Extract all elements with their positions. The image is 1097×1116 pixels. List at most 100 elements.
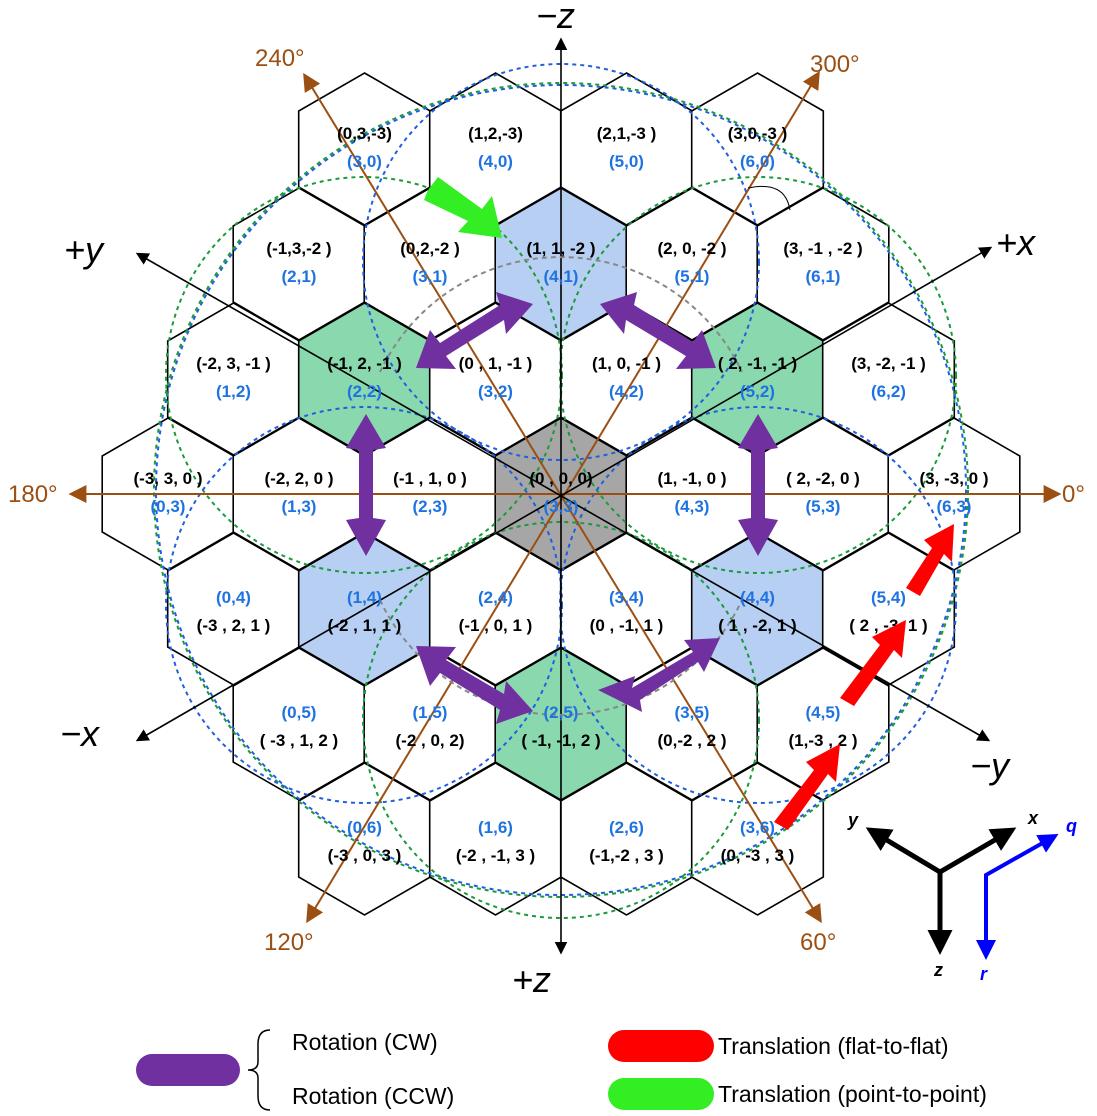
rotation-arrow-bottom-right <box>598 638 720 712</box>
hex-cube-coord: (3, -1 , -2 ) <box>783 239 862 258</box>
pos-y-label: +y <box>64 229 105 270</box>
hex-offset-coord: (1,6) <box>478 818 513 837</box>
hex-cube-coord: (-2, 2, 0 ) <box>265 469 334 488</box>
hex-cube-coord: (-1,-2 , 3 ) <box>589 846 664 865</box>
key-y-axis <box>865 827 942 875</box>
hex-cube-coord: (3,0,-3 ) <box>728 124 788 143</box>
hex-cube-coord: (1,-3 , 2 ) <box>789 731 858 750</box>
rotation-arrow-left <box>346 414 386 556</box>
hex-cube-coord: (1, 0, -1 ) <box>592 354 661 373</box>
rotation-arrows <box>346 292 778 724</box>
inner-rotation-arc <box>379 256 743 716</box>
y-axis <box>135 252 991 742</box>
hex-offset-coord: (6,3) <box>937 497 972 516</box>
hex-offset-coord: (3,3) <box>544 497 579 516</box>
hex-offset-coord: (1,5) <box>413 703 448 722</box>
hex-offset-coord: (2,1) <box>282 267 317 286</box>
hex-cube-coord: ( 2, -1, -1 ) <box>718 354 797 373</box>
hex-offset-coord: (2,5) <box>544 703 579 722</box>
hex-offset-coord: (3,6) <box>740 818 775 837</box>
key-y-label: y <box>847 810 859 830</box>
hex-offset-coord: (5,4) <box>871 588 906 607</box>
hex-offset-coord: (1,2) <box>216 382 251 401</box>
rotation-arrow-top-left <box>416 292 533 369</box>
neg-y-label: −y <box>970 745 1011 786</box>
hex-cube-coord: (0,2,-2 ) <box>400 239 460 258</box>
hex-cube-coord: ( 1 , -2, 1 ) <box>718 616 796 635</box>
angle-120-label: 120° <box>264 929 314 956</box>
angle-240-label: 240° <box>255 45 305 72</box>
hex-offset-coord: (4,1) <box>544 267 579 286</box>
hex-offset-coord: (5,1) <box>675 267 710 286</box>
key-x-label: x <box>1027 808 1039 828</box>
rotation-arrow-right <box>738 414 778 556</box>
legend-rotation-brace <box>247 1029 271 1111</box>
hex-offset-coord: (5,2) <box>740 382 775 401</box>
hex-offset-coord: (2,2) <box>347 382 382 401</box>
hex-offset-coord: (3,2) <box>478 382 513 401</box>
hex-cube-coord: ( 2, -2, 0 ) <box>786 469 860 488</box>
hex-cube-coord: (-1,3,-2 ) <box>266 239 331 258</box>
hex-cube-coord: (0,-2 , 2 ) <box>658 731 727 750</box>
key-x-axis <box>938 827 1017 875</box>
neg-z-label: −z <box>536 0 575 36</box>
hex-offset-coord: (1,4) <box>347 588 382 607</box>
hex-cube-coord: (0 , 0, 0) <box>529 469 592 488</box>
legend-flat-swatch <box>608 1030 714 1062</box>
translation-arrows <box>424 177 954 830</box>
hex-cube-coord: (0 , -1, 1 ) <box>590 616 664 635</box>
neg-x-label: −x <box>60 713 101 754</box>
hex-offset-coord: (5,0) <box>609 152 644 171</box>
hex-offset-coord: (3,4) <box>609 588 644 607</box>
hex-offset-coord: (0,4) <box>216 588 251 607</box>
legend-translation-point: Translation (point-to-point) <box>718 1081 987 1107</box>
hex-offset-coord: (2,4) <box>478 588 513 607</box>
hex-cube-coord: (-1, 2, -1 ) <box>327 354 402 373</box>
legend-rotation-swatch <box>136 1054 240 1086</box>
angle-300-label: 300° <box>810 51 860 78</box>
hex-cube-coord: (-3 , 0, 3 ) <box>328 846 402 865</box>
hex-cube-coord: (-2, 3, -1 ) <box>196 354 271 373</box>
hex-cube-coord: ( 2 , -3, 1 ) <box>849 616 927 635</box>
cube-axes <box>135 37 993 955</box>
hex-offset-coord: (3,1) <box>413 267 448 286</box>
hex-offset-coord: (4,0) <box>478 152 513 171</box>
hex-cube-coord: (0,3,-3) <box>337 124 392 143</box>
hex-cube-coord: (-2 , 0, 2) <box>396 731 465 750</box>
rotation-arrow-top-right <box>600 292 716 369</box>
translation-point-arrow <box>424 177 502 238</box>
orientation-key: y x z q r <box>847 808 1077 984</box>
hex-cube-coord: (0, -3 , 3 ) <box>721 846 795 865</box>
hex-offset-coord: (6,0) <box>740 152 775 171</box>
hex-cube-coord: (3, -2, -1 ) <box>851 354 926 373</box>
hex-cube-coord: (-1 , 1, 0 ) <box>393 469 467 488</box>
hex-offset-coord: (3,0) <box>347 152 382 171</box>
hex-offset-coord: (1,3) <box>282 497 317 516</box>
hex-offset-coord: (6,2) <box>871 382 906 401</box>
hex-offset-coord: (0,5) <box>282 703 317 722</box>
hex-cube-coord: (1, -1, 0 ) <box>658 469 727 488</box>
hex-cube-coord: ( -3 , 1, 2 ) <box>260 731 338 750</box>
hex-offset-coord: (6,1) <box>806 267 841 286</box>
pos-x-label: +x <box>996 222 1037 263</box>
hex-cube-coord: (-1 , 0, 1 ) <box>459 616 533 635</box>
key-q-label: q <box>1066 816 1077 836</box>
hex-cube-coord: (2,1,-3 ) <box>597 124 657 143</box>
hex-cube-coord: (-3 , 2, 1 ) <box>197 616 271 635</box>
hex-offset-coord: (5,3) <box>806 497 841 516</box>
hex-cube-coord: (3, -3, 0 ) <box>920 469 989 488</box>
hex-offset-coord: (4,3) <box>675 497 710 516</box>
hex-offset-coord: (2,6) <box>609 818 644 837</box>
angle-0-label: 0° <box>1062 481 1085 508</box>
legend: Rotation (CW) Rotation (CCW) Translation… <box>136 1029 987 1111</box>
hex-offset-coord: (2,3) <box>413 497 448 516</box>
translation-flat-arrow-1 <box>774 744 840 830</box>
hex-cube-coord: (2, 0, -2 ) <box>658 239 727 258</box>
pos-z-label: +z <box>512 959 551 1000</box>
key-q-axis <box>984 834 1059 882</box>
hex-cube-coord: (1,2,-3) <box>468 124 523 143</box>
key-r-label: r <box>980 964 988 984</box>
hex-offset-coord: (4,2) <box>609 382 644 401</box>
hex-labels-layer: (0,3,-3) (3,0) (1,2,-3) (4,0) (2,1,-3 ) (5,0)… <box>134 124 989 865</box>
